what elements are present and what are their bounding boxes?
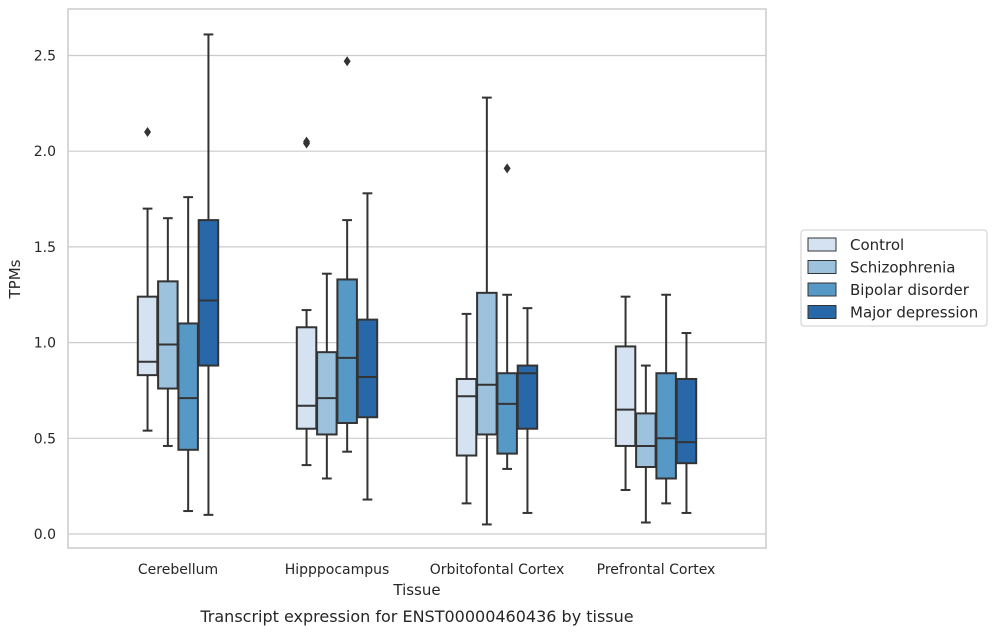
box-iqr (635, 412, 657, 469)
box-iqr (356, 318, 379, 419)
x-tick-label: Orbitofontal Cortex (430, 562, 565, 578)
outlier-point (303, 136, 311, 147)
legend-label: Schizophrenia (850, 259, 955, 277)
y-tick-label: 2.0 (34, 144, 56, 160)
y-tick-label: 2.5 (34, 49, 56, 65)
box-iqr (614, 345, 637, 447)
legend-swatch (807, 282, 837, 297)
plot-frame (67, 8, 767, 549)
box-iqr (516, 364, 539, 430)
box-iqr (455, 377, 478, 457)
legend-frame (800, 229, 988, 327)
box-iqr (136, 295, 159, 377)
legend-label: Bipolar disorder (850, 281, 970, 299)
legend-label: Major depression (850, 304, 978, 322)
outlier-point (343, 56, 351, 67)
legend-item: Control (807, 236, 904, 254)
y-tick-labels: 0.0 0.5 1.0 1.5 2.0 2.5 (34, 49, 56, 544)
x-axis-label: Tissue (392, 581, 440, 599)
box-iqr (295, 326, 318, 430)
outlier-point (144, 127, 152, 138)
x-tick-label: Hipppocampus (285, 562, 390, 578)
box-iqr (496, 372, 518, 455)
outlier-point (503, 163, 511, 174)
legend-item: Schizophrenia (807, 259, 955, 277)
box-4-4 (675, 332, 698, 514)
y-tick-label: 1.5 (34, 240, 56, 256)
legend-swatch (807, 305, 837, 319)
box-iqr (336, 278, 358, 424)
box-1-4 (614, 295, 637, 491)
box-4-2 (356, 192, 379, 501)
box-3-2 (336, 56, 358, 453)
legend-label: Control (850, 236, 904, 254)
legend-swatch (807, 237, 837, 252)
x-tick-labels: Cerebellum Hipppocampus Orbitofontal Corte… (138, 562, 715, 578)
box-1-3 (455, 312, 478, 505)
box-2-1 (157, 217, 179, 447)
box-2-2 (316, 272, 338, 480)
box-2-4 (635, 364, 657, 524)
box-iqr (177, 322, 199, 451)
box-4-3 (516, 307, 539, 514)
plot-boxes (136, 33, 698, 526)
legend-swatch (807, 260, 837, 274)
x-tick-label: Cerebellum (138, 562, 218, 578)
box-iqr (316, 351, 338, 436)
chart-caption: Transcript expression for ENST0000046043… (199, 607, 633, 626)
box-2-3 (476, 96, 498, 526)
y-tick-label: 0.0 (34, 527, 56, 543)
box-3-4 (655, 293, 677, 505)
box-3-3 (496, 163, 518, 470)
box-3-1 (177, 196, 199, 513)
box-iqr (675, 377, 698, 465)
legend-item: Bipolar disorder (807, 281, 970, 299)
legend-item: Major depression (807, 304, 978, 322)
y-tick-label: 0.5 (34, 431, 56, 447)
y-axis-label: TPMs (6, 259, 24, 299)
box-1-2 (295, 136, 318, 467)
legend: Control Schizophrenia Bipolar disorder Majo… (800, 229, 988, 327)
box-iqr (157, 280, 179, 390)
box-4-1 (197, 33, 220, 516)
box-iqr (476, 291, 498, 436)
box-iqr (197, 219, 220, 367)
box-iqr (655, 372, 677, 480)
x-tick-label: Prefrontal Cortex (597, 562, 716, 578)
y-tick-label: 1.0 (34, 336, 56, 352)
box-1-1 (136, 127, 159, 432)
